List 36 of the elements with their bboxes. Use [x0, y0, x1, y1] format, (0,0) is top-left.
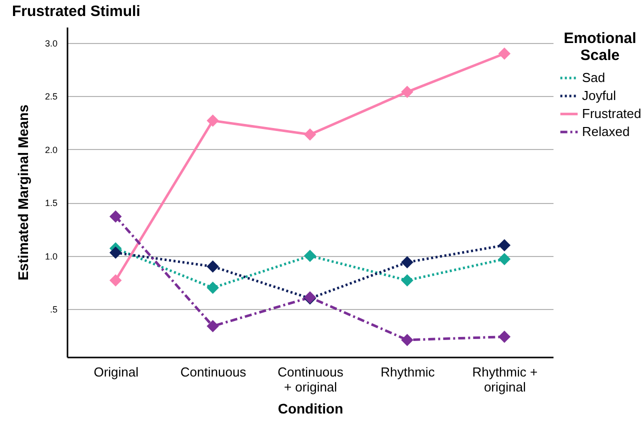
legend-label: Frustrated	[582, 106, 642, 121]
y-tick-label: .5	[50, 304, 58, 315]
point	[498, 47, 511, 60]
point	[304, 250, 316, 262]
point	[401, 334, 414, 346]
y-tick-label: 1.0	[44, 251, 58, 262]
point	[206, 320, 219, 332]
point	[206, 282, 219, 294]
point	[206, 260, 219, 273]
point	[498, 330, 511, 343]
point	[498, 239, 511, 252]
point	[401, 86, 414, 98]
y-tick-label: 3.0	[44, 38, 58, 48]
point	[304, 128, 316, 141]
legend-title: Emotional Scale	[564, 30, 636, 64]
point	[401, 274, 414, 286]
point	[109, 210, 122, 223]
x-tick-label: Rhythmic + original	[472, 364, 538, 394]
x-tick-label: Continuous + original	[278, 364, 344, 394]
x-axis-title: Condition	[278, 400, 344, 416]
point	[206, 114, 219, 127]
x-tick-label: Continuous	[180, 364, 247, 380]
y-axis-title: Estimated Marginal Means	[14, 104, 31, 280]
y-tick-label: 1.5	[44, 198, 58, 208]
point	[401, 256, 414, 268]
chart-title: Frustrated Stimuli	[12, 3, 140, 20]
x-tick-label: Rhythmic	[380, 364, 436, 380]
legend-label: Relaxed	[582, 124, 630, 139]
y-tick-label: 2.5	[44, 92, 58, 102]
point	[109, 274, 122, 286]
point	[498, 252, 511, 266]
y-tick-label: 2.0	[44, 144, 58, 155]
x-tick-label: Original	[94, 364, 139, 380]
legend-label: Joyful	[582, 88, 616, 103]
point	[109, 246, 122, 259]
legend-label: Sad	[582, 70, 606, 85]
